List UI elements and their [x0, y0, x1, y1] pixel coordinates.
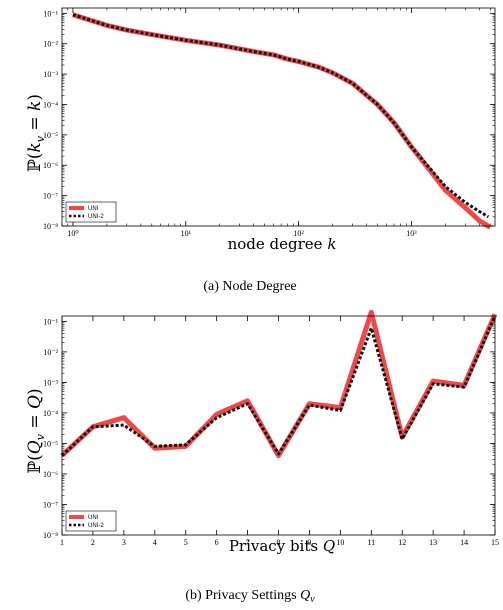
node-degree-caption: (a) Node Degree: [203, 279, 296, 294]
node-degree-y-tick-label: 10⁻⁵: [43, 131, 58, 140]
node-degree-y-tick-label: 10⁻⁸: [43, 222, 58, 231]
privacy-x-tick-label: 14: [460, 538, 468, 547]
privacy-y-tick-label: 10⁻⁶: [43, 470, 58, 479]
node-degree-x-tick-label: 10²: [293, 229, 304, 238]
privacy-y-tick-label: 10⁻⁸: [43, 531, 58, 540]
privacy-x-tick-label: 5: [184, 538, 188, 547]
privacy-x-tick-label: 3: [122, 538, 126, 547]
privacy-series-uni: [60, 309, 498, 459]
privacy-x-tick-label: 7: [246, 538, 250, 547]
node-degree-y-tick-label: 10⁻²: [43, 40, 58, 49]
privacy-xlabel: Privacy bits Q: [229, 537, 335, 555]
node-degree-xlabel: node degree k: [228, 235, 337, 253]
privacy-x-tick-label: 1: [60, 538, 64, 547]
privacy-plot-frame: [61, 315, 496, 536]
privacy-y-tick-label: 10⁻⁵: [43, 439, 58, 448]
node-degree-x-tick-label: 10¹: [181, 229, 192, 238]
privacy-y-tick-label: 10⁻¹: [43, 317, 58, 326]
privacy-x-tick-label: 10: [336, 538, 344, 547]
privacy-x-tick-label: 12: [398, 538, 406, 547]
privacy-y-tick-label: 10⁻⁷: [43, 500, 58, 509]
privacy-x-tick-label: 13: [429, 538, 437, 547]
node-degree-ylabel: ℙ(kv = k): [25, 94, 47, 172]
privacy-ylabel: ℙ(Qv = Q): [25, 388, 47, 473]
node-degree-chart: ℙ(kv = k) node degree k (a) Node Degree …: [25, 7, 496, 294]
privacy-x-tick-label: 4: [153, 538, 157, 547]
privacy-caption: (b) Privacy Settings Qv: [185, 588, 315, 605]
node-degree-y-tick-label: 10⁻⁷: [43, 192, 58, 201]
privacy-y-tick-label: 10⁻⁴: [43, 409, 58, 418]
node-degree-series-uni-2: [72, 13, 490, 219]
node-degree-y-tick-label: 10⁻¹: [43, 9, 58, 18]
privacy-y-tick-label: 10⁻²: [43, 348, 58, 357]
node-degree-y-tick-label: 10⁻⁴: [43, 100, 58, 109]
node-degree-legend-label: UNI-2: [88, 214, 104, 220]
privacy-x-tick-label: 9: [307, 538, 311, 547]
privacy-y-tick-label: 10⁻³: [43, 378, 58, 387]
privacy-legend-label: UNI: [88, 515, 99, 521]
privacy-x-tick-label: 11: [367, 538, 375, 547]
node-degree-x-tick-label: 10³: [406, 229, 417, 238]
node-degree-x-tick-label: 10⁰: [67, 229, 78, 238]
privacy-legend-label: UNI-2: [88, 523, 104, 529]
node-degree-series-uni: [72, 12, 492, 230]
privacy-x-tick-label: 8: [277, 538, 281, 547]
privacy-x-tick-label: 15: [491, 538, 499, 547]
node-degree-y-tick-label: 10⁻³: [43, 70, 58, 79]
privacy-settings-chart: ℙ(Qv = Q) Privacy bits Q (b) Privacy Set…: [25, 309, 499, 605]
node-degree-legend-label: UNI: [88, 206, 99, 212]
node-degree-y-tick-label: 10⁻⁶: [43, 161, 58, 170]
privacy-x-tick-label: 2: [91, 538, 95, 547]
privacy-series-uni-2: [60, 315, 497, 457]
privacy-x-tick-label: 6: [215, 538, 219, 547]
node-degree-plot-frame: [61, 7, 496, 227]
